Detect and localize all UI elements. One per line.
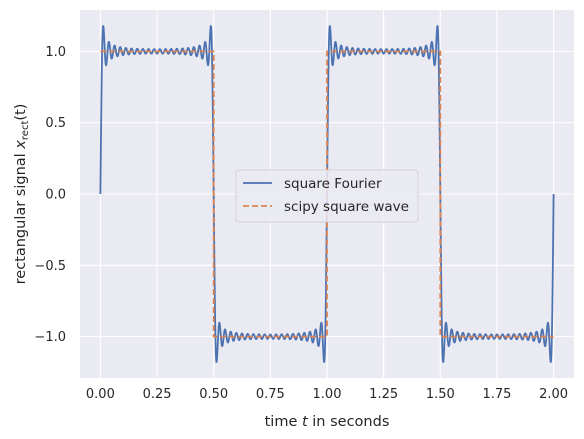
x-axis-label: time t in seconds [265,414,390,430]
y-tick-label: 0.5 [45,116,66,131]
x-tick-label: 0.75 [256,387,285,402]
x-tick-label: 1.25 [369,387,398,402]
y-tick-label: 0.0 [45,188,66,203]
x-tick-label: 0.00 [86,387,115,402]
x-tick-label: 2.00 [539,387,568,402]
legend: square Fourier scipy square wave [235,169,419,223]
y-tick-label: −1.0 [34,330,66,345]
x-axis-ticks: 0.00 0.25 0.50 0.75 1.00 1.25 1.50 1.75 2.00 [86,387,568,402]
y-tick-label: −0.5 [34,259,66,274]
legend-label-fourier: square Fourier [284,176,382,192]
legend-box [235,169,419,223]
y-axis-label: rectangular signal xrect(t) [13,104,31,285]
x-tick-label: 0.25 [143,387,172,402]
x-tick-label: 1.75 [482,387,511,402]
y-tick-label: 1.0 [45,45,66,60]
legend-label-scipy: scipy square wave [284,199,409,215]
series-line-scipy [100,50,554,338]
x-tick-label: 1.00 [313,387,342,402]
y-axis-ticks: −1.0 −0.5 0.0 0.5 1.0 [34,45,66,345]
x-tick-label: 1.50 [426,387,455,402]
x-tick-label: 0.50 [199,387,228,402]
